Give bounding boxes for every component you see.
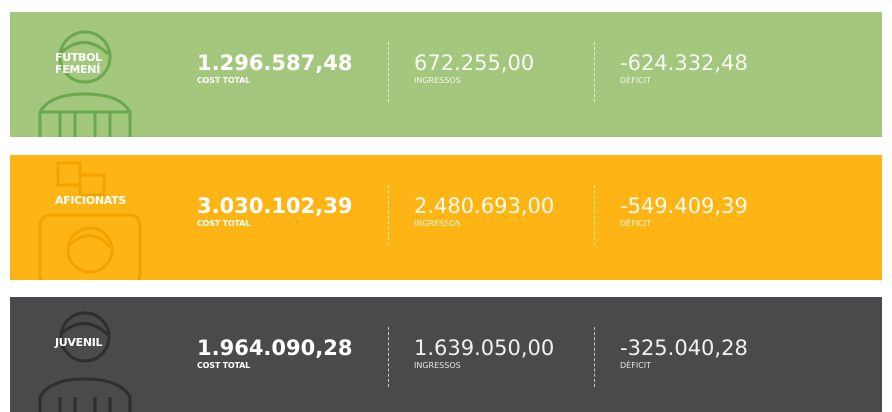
deficit-cell: -549.409,39 DÈFICIT (620, 193, 748, 228)
icon (38, 30, 132, 137)
income-label: INGRESSOS (414, 76, 461, 85)
income-cell: 2.480.693,00 INGRESSOS (414, 193, 554, 228)
cost-label: COST TOTAL (197, 219, 251, 228)
income-cell: 672.255,00 INGRESSOS (414, 50, 534, 85)
row-label: FUTBOL FEMENÍ (55, 52, 102, 76)
cost-cell: 1.964.090,28 COST TOTAL (197, 335, 352, 370)
income-value: 672.255,00 (414, 51, 535, 75)
deficit-cell: -624.332,48 DÈFICIT (620, 50, 748, 85)
deficit-value: -325.040,28 (620, 336, 748, 360)
icon (38, 161, 142, 280)
divider (388, 42, 389, 102)
deficit-value: -624.332,48 (620, 51, 748, 75)
category-row: AFICIONATS 3.030.102,39 COST TOTAL 2.480.69… (10, 155, 882, 280)
divider (388, 185, 389, 245)
income-value: 2.480.693,00 (414, 194, 555, 218)
row-label: AFICIONATS (55, 195, 126, 207)
label-line: AFICIONATS (55, 194, 126, 207)
divider (594, 185, 595, 245)
cost-label: COST TOTAL (197, 361, 251, 370)
label-line: FUTBOL (55, 51, 102, 64)
category-row: FUTBOL FEMENÍ 1.296.587,48 COST TOTAL 672.25… (10, 12, 882, 137)
deficit-label: DÈFICIT (620, 361, 652, 370)
deficit-label: DÈFICIT (620, 76, 652, 85)
income-value: 1.639.050,00 (414, 336, 555, 360)
row-label: JUVENIL (55, 336, 103, 349)
cost-value: 3.030.102,39 (197, 194, 353, 218)
income-label: INGRESSOS (414, 361, 461, 370)
divider (594, 42, 595, 102)
cost-cell: 1.296.587,48 COST TOTAL (197, 50, 352, 85)
label-line: FEMENÍ (55, 63, 100, 76)
label-line: JUVENIL (55, 336, 103, 349)
cost-cell: 3.030.102,39 COST TOTAL (197, 193, 352, 228)
income-label: INGRESSOS (414, 219, 461, 228)
divider (388, 327, 389, 387)
income-cell: 1.639.050,00 INGRESSOS (414, 335, 554, 370)
cost-value: 1.296.587,48 (197, 51, 353, 75)
cost-label: COST TOTAL (197, 76, 251, 85)
deficit-value: -549.409,39 (620, 194, 748, 218)
divider (594, 327, 595, 387)
category-row: JUVENIL 1.964.090,28 COST TOTAL 1.639.050,0… (10, 297, 882, 412)
icon (38, 311, 132, 412)
deficit-cell: -325.040,28 DÈFICIT (620, 335, 748, 370)
deficit-label: DÈFICIT (620, 219, 652, 228)
cost-value: 1.964.090,28 (197, 336, 353, 360)
